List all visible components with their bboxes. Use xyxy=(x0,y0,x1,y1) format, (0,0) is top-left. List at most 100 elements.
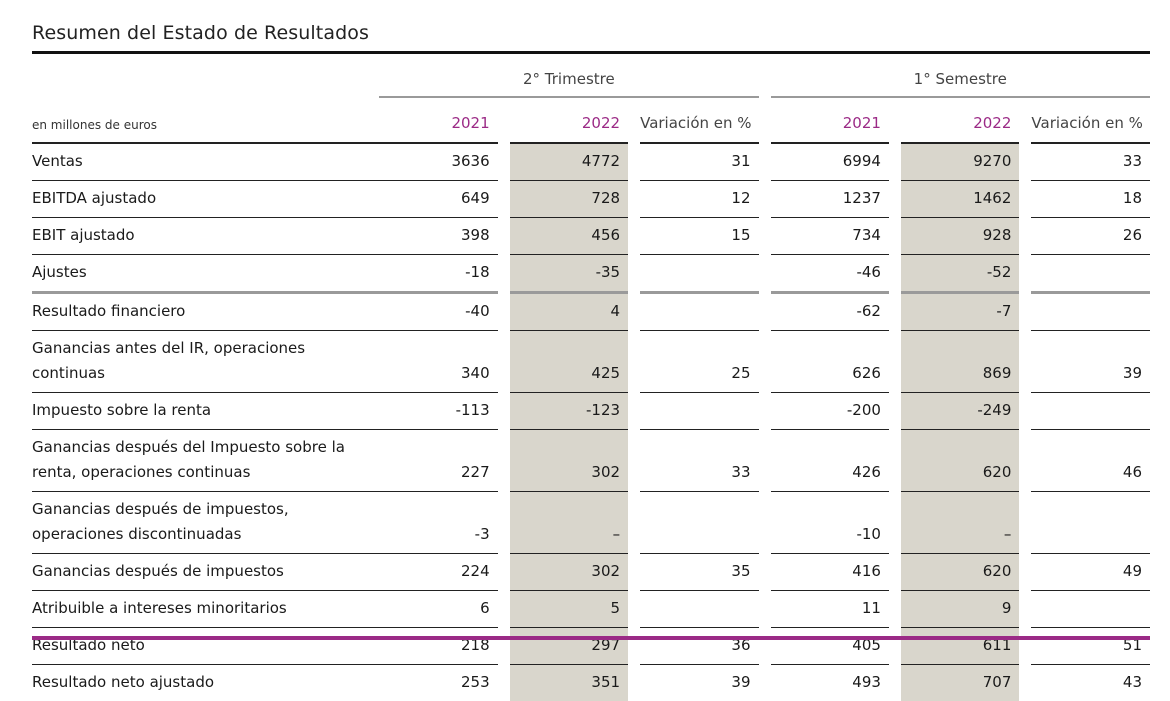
cell-q2-variation: 31 xyxy=(640,144,759,181)
cell-q2-variation xyxy=(640,591,759,628)
cell-h1-2021: -46 xyxy=(770,255,889,294)
cell-q2-2022: 4 xyxy=(509,294,629,331)
row-label: EBITDA ajustado xyxy=(32,181,380,218)
cell-q2-variation: 25 xyxy=(640,331,759,393)
title-rule xyxy=(32,51,1150,54)
cell-h1-2021: 6994 xyxy=(770,144,889,181)
cell-h1-2021: -62 xyxy=(770,294,889,331)
row-label: Ventas xyxy=(32,144,380,181)
cell-h1-2021: 734 xyxy=(770,218,889,255)
cell-h1-variation xyxy=(1031,492,1150,554)
cell-h1-2021: 426 xyxy=(770,430,889,492)
table-row: EBIT ajustado 398 456 15 734 928 26 xyxy=(32,218,1150,255)
cell-h1-2021: 626 xyxy=(770,331,889,393)
cell-h1-variation: 49 xyxy=(1031,554,1150,591)
table-row: EBITDA ajustado 649 728 12 1237 1462 18 xyxy=(32,181,1150,218)
cell-q2-2021: -18 xyxy=(379,255,498,294)
cell-h1-2022: 620 xyxy=(900,554,1020,591)
col-h1-2021: 2021 xyxy=(770,98,889,144)
cell-h1-2022: 869 xyxy=(900,331,1020,393)
cell-h1-variation: 46 xyxy=(1031,430,1150,492)
cell-q2-2021: 218 xyxy=(379,628,498,665)
cell-h1-2022: -7 xyxy=(900,294,1020,331)
cell-h1-variation xyxy=(1031,255,1150,294)
cell-h1-2022: 928 xyxy=(900,218,1020,255)
cell-h1-2021: 493 xyxy=(852,673,881,691)
cell-h1-2021: -200 xyxy=(770,393,889,430)
cell-q2-2022: 728 xyxy=(509,181,629,218)
cell-h1-2021: 416 xyxy=(770,554,889,591)
cell-h1-variation: 51 xyxy=(1031,628,1150,665)
row-label: EBIT ajustado xyxy=(32,218,380,255)
table-row: Ganancias después del Impuesto sobre la … xyxy=(32,430,1150,492)
cell-h1-2022: 9270 xyxy=(900,144,1020,181)
cell-h1-variation: 43 xyxy=(1122,673,1142,691)
cell-h1-2022: 1462 xyxy=(900,181,1020,218)
cell-q2-2022: 351 xyxy=(509,665,629,701)
table-row: Resultado financiero -40 4 -62 -7 xyxy=(32,294,1150,331)
cell-h1-variation: 26 xyxy=(1031,218,1150,255)
cell-h1-2022: 620 xyxy=(900,430,1020,492)
col-q2-2022: 2022 xyxy=(509,98,629,144)
cell-q2-2021: -40 xyxy=(379,294,498,331)
bottom-accent-rule xyxy=(32,636,1150,640)
cell-h1-2021: 405 xyxy=(770,628,889,665)
cell-h1-2022: -52 xyxy=(900,255,1020,294)
page-title: Resumen del Estado de Resultados xyxy=(32,22,369,44)
cell-h1-variation xyxy=(1031,591,1150,628)
cell-q2-2021: -3 xyxy=(379,492,498,554)
table-row: Resultado neto ajustado 253 351 39 493 7… xyxy=(32,665,1150,701)
table-row: Atribuible a intereses minoritarios 6 5 … xyxy=(32,591,1150,628)
cell-h1-2021: -10 xyxy=(770,492,889,554)
table-row: Impuesto sobre la renta -113 -123 -200 -… xyxy=(32,393,1150,430)
cell-q2-2022: 4772 xyxy=(509,144,629,181)
group-header-h1: 1° Semestre xyxy=(770,62,1150,98)
cell-q2-2021: 6 xyxy=(379,591,498,628)
cell-q2-2021: 398 xyxy=(379,218,498,255)
row-label: Ganancias antes del IR, operaciones cont… xyxy=(32,331,380,393)
cell-q2-2022: 302 xyxy=(509,554,629,591)
cell-q2-variation: 33 xyxy=(640,430,759,492)
cell-h1-2021: 11 xyxy=(770,591,889,628)
cell-q2-2021: 649 xyxy=(379,181,498,218)
cell-h1-variation xyxy=(1031,294,1150,331)
income-statement-table: 2° Trimestre 1° Semestre en millones de … xyxy=(32,62,1150,701)
cell-h1-variation: 18 xyxy=(1031,181,1150,218)
table-row: Ganancias después de impuestos, operacio… xyxy=(32,492,1150,554)
col-h1-2022: 2022 xyxy=(900,98,1020,144)
cell-q2-2022: – xyxy=(509,492,629,554)
cell-q2-2021: 227 xyxy=(379,430,498,492)
row-label: Ganancias después del Impuesto sobre la … xyxy=(32,430,380,492)
row-label: Ganancias después de impuestos xyxy=(32,554,380,591)
cell-q2-2021: 3636 xyxy=(379,144,498,181)
cell-q2-2022: -35 xyxy=(509,255,629,294)
cell-h1-variation xyxy=(1031,393,1150,430)
cell-h1-2022: 611 xyxy=(900,628,1020,665)
table-row: Resultado neto 218 297 36 405 611 51 xyxy=(32,628,1150,665)
row-label: Resultado neto xyxy=(32,628,380,665)
cell-h1-2021: 1237 xyxy=(770,181,889,218)
cell-q2-variation: 35 xyxy=(640,554,759,591)
cell-q2-variation xyxy=(640,492,759,554)
column-header-row: en millones de euros 2021 2022 Variación… xyxy=(32,98,1150,144)
cell-q2-variation: 15 xyxy=(640,218,759,255)
cell-q2-variation: 39 xyxy=(731,673,751,691)
row-label: Ajustes xyxy=(32,255,380,294)
row-label: Resultado financiero xyxy=(32,294,380,331)
cell-q2-2022: 5 xyxy=(509,591,629,628)
cell-q2-2022: 425 xyxy=(509,331,629,393)
table-row: Ajustes -18 -35 -46 -52 xyxy=(32,255,1150,294)
cell-q2-2022: -123 xyxy=(509,393,629,430)
cell-q2-variation xyxy=(640,255,759,294)
cell-h1-variation: 33 xyxy=(1031,144,1150,181)
col-q2-variation: Variación en % xyxy=(640,98,759,144)
cell-q2-variation xyxy=(640,294,759,331)
cell-h1-2022: – xyxy=(900,492,1020,554)
table-row: Ganancias después de impuestos 224 302 3… xyxy=(32,554,1150,591)
row-label: Ganancias después de impuestos, operacio… xyxy=(32,492,380,554)
row-label: Impuesto sobre la renta xyxy=(32,393,380,430)
cell-q2-2022: 297 xyxy=(509,628,629,665)
cell-h1-variation: 39 xyxy=(1031,331,1150,393)
col-q2-2021: 2021 xyxy=(379,98,498,144)
units-label: en millones de euros xyxy=(32,98,380,144)
